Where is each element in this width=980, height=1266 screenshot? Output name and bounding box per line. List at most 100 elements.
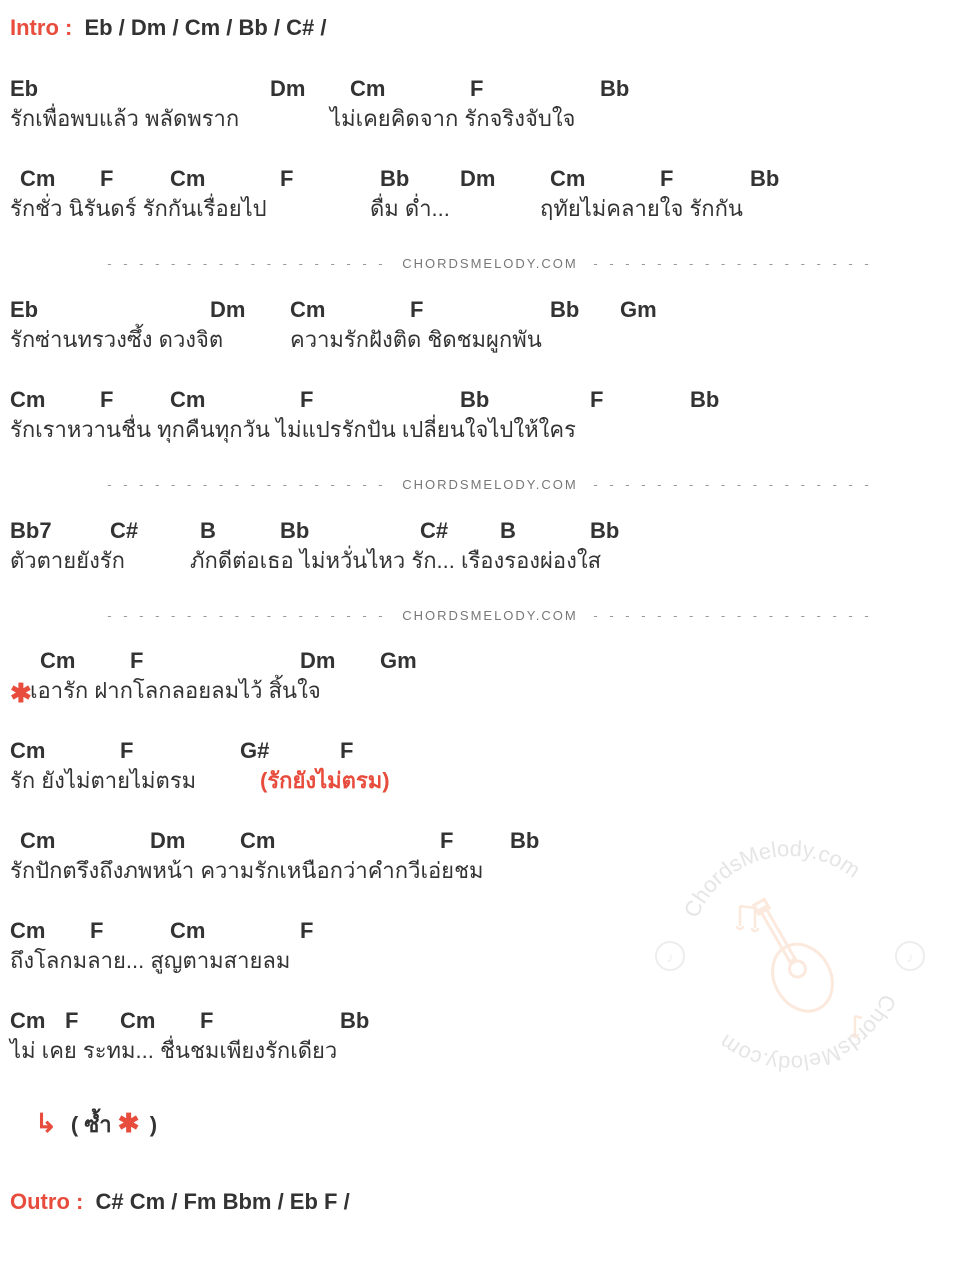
chord: Cm	[120, 1008, 155, 1034]
chord: Cm	[240, 828, 275, 854]
sep-dashes: - - - - - - - - - - - - - - - - - -	[593, 477, 872, 492]
chord: F	[200, 1008, 213, 1034]
chord: Cm	[20, 828, 55, 854]
chord: Bb	[600, 76, 629, 102]
chord-row: Cm F Cm F Bb	[10, 1008, 970, 1038]
chord: F	[280, 166, 293, 192]
chord-row: Cm F Cm F Bb F Bb	[10, 387, 970, 417]
chord: F	[300, 918, 313, 944]
verse-block: Cm F Dm Gm ✱ เอารัก ฝากโลกลอยลมไว้ สิ้นใ…	[10, 648, 970, 708]
sep-dashes: - - - - - - - - - - - - - - - - - -	[593, 608, 872, 623]
repeat-arrow-icon: ↳	[35, 1108, 57, 1138]
lyric: รักเราหวานชื่น ทุกคืนทุกวัน ไม่แปรรักปัน…	[10, 417, 576, 443]
chord: Bb	[340, 1008, 369, 1034]
outro-label: Outro :	[10, 1189, 83, 1214]
chord: Dm	[210, 297, 245, 323]
chord: Bb	[690, 387, 719, 413]
lyric: รัก ยังไม่ตายไม่ตรม	[10, 768, 196, 794]
sep-label: CHORDSMELODY.COM	[402, 477, 578, 492]
chord: Cm	[350, 76, 385, 102]
sep-dashes: - - - - - - - - - - - - - - - - - -	[107, 477, 386, 492]
lyric-row: รักซ่านทรวงซึ้ง ดวงจิต ความรักฝังติด ชิด…	[10, 327, 970, 357]
verse-block: Eb Dm Cm F Bb Gm รักซ่านทรวงซึ้ง ดวงจิต …	[10, 297, 970, 357]
lyric: เอารัก ฝากโลกลอยลมไว้ สิ้นใจ	[30, 678, 321, 704]
chord: Cm	[170, 166, 205, 192]
chord: Bb	[280, 518, 309, 544]
chord: F	[590, 387, 603, 413]
intro-label: Intro :	[10, 15, 72, 40]
intro-line: Intro : Eb / Dm / Cm / Bb / C# /	[10, 15, 970, 41]
lyric: ตัวตายยังรัก	[10, 548, 125, 574]
chord-row: Cm F Dm Gm	[10, 648, 970, 678]
repeat-close: )	[150, 1112, 157, 1137]
star-icon: ✱	[118, 1108, 140, 1138]
lyric-row: ✱ เอารัก ฝากโลกลอยลมไว้ สิ้นใจ	[10, 678, 970, 708]
chord: Cm	[170, 918, 205, 944]
chord-row: Cm F G# F	[10, 738, 970, 768]
chord: C#	[110, 518, 138, 544]
chord: F	[100, 387, 113, 413]
chord: Eb	[10, 297, 38, 323]
verse-block: Cm Dm Cm F Bb รักปักตรึงถึงภพหน้า ความรั…	[10, 828, 970, 888]
lyric-diff: (รักยังไม่ตรม)	[260, 768, 390, 794]
verse-block: Eb Dm Cm F Bb รักเพื่อพบแล้ว พลัดพราก ไม…	[10, 76, 970, 136]
chord: Bb	[550, 297, 579, 323]
chord: Bb	[590, 518, 619, 544]
lyric: รักชั่ว นิรันดร์ รักกันเรื่อยไป	[10, 196, 267, 222]
chord: Dm	[150, 828, 185, 854]
verse-block: Bb7 C# B Bb C# B Bb ตัวตายยังรัก ภักดีต่…	[10, 518, 970, 578]
chord-row: Bb7 C# B Bb C# B Bb	[10, 518, 970, 548]
lyric: ดื่ม ด่ำ...	[370, 196, 450, 222]
outro-chords: C# Cm / Fm Bbm / Eb F /	[95, 1189, 349, 1214]
sep-label: CHORDSMELODY.COM	[402, 256, 578, 271]
chord: F	[120, 738, 133, 764]
verse-block: Cm F Cm F ถึงโลกมลาย... สูญตามสายลม	[10, 918, 970, 978]
chord-row: Eb Dm Cm F Bb	[10, 76, 970, 106]
chord: F	[65, 1008, 78, 1034]
lyric: ไม่เคยคิดจาก รักจริงจับใจ	[330, 106, 575, 132]
chord: F	[100, 166, 113, 192]
chord: Bb7	[10, 518, 52, 544]
lyric-row: รักเพื่อพบแล้ว พลัดพราก ไม่เคยคิดจาก รัก…	[10, 106, 970, 136]
chord: Bb	[750, 166, 779, 192]
lyric: ภักดีต่อเธอ ไม่หวั่นไหว รัก... เรืองรองผ…	[190, 548, 601, 574]
lyric-row: รักชั่ว นิรันดร์ รักกันเรื่อยไป ดื่ม ด่ำ…	[10, 196, 970, 226]
lyric-row: รัก ยังไม่ตายไม่ตรม (รักยังไม่ตรม)	[10, 768, 970, 798]
verse-block: Cm F Cm F Bb Dm Cm F Bb รักชั่ว นิรันดร์…	[10, 166, 970, 226]
chord: Bb	[380, 166, 409, 192]
separator: - - - - - - - - - - - - - - - - - - CHOR…	[10, 256, 970, 272]
chord: F	[90, 918, 103, 944]
chord: Gm	[620, 297, 657, 323]
chord: Cm	[290, 297, 325, 323]
separator: - - - - - - - - - - - - - - - - - - CHOR…	[10, 477, 970, 493]
chord: F	[300, 387, 313, 413]
chord: B	[500, 518, 516, 544]
lyric-row: ตัวตายยังรัก ภักดีต่อเธอ ไม่หวั่นไหว รัก…	[10, 548, 970, 578]
separator: - - - - - - - - - - - - - - - - - - CHOR…	[10, 608, 970, 624]
star-icon: ✱	[10, 678, 32, 709]
chord: Cm	[10, 738, 45, 764]
chord: Cm	[170, 387, 205, 413]
chord: F	[130, 648, 143, 674]
chord: F	[340, 738, 353, 764]
chord-row: Eb Dm Cm F Bb Gm	[10, 297, 970, 327]
chord: F	[470, 76, 483, 102]
chord-row: Cm F Cm F	[10, 918, 970, 948]
lyric: ฤทัยไม่คลายใจ รักกัน	[540, 196, 743, 222]
chord: F	[410, 297, 423, 323]
sep-label: CHORDSMELODY.COM	[402, 608, 578, 623]
sep-dashes: - - - - - - - - - - - - - - - - - -	[107, 256, 386, 271]
chord: Bb	[510, 828, 539, 854]
chord: Gm	[380, 648, 417, 674]
lyric-row: รักเราหวานชื่น ทุกคืนทุกวัน ไม่แปรรักปัน…	[10, 417, 970, 447]
verse-block: Cm F Cm F Bb F Bb รักเราหวานชื่น ทุกคืนท…	[10, 387, 970, 447]
chord: F	[440, 828, 453, 854]
lyric-row: ถึงโลกมลาย... สูญตามสายลม	[10, 948, 970, 978]
chord: Dm	[300, 648, 335, 674]
sep-dashes: - - - - - - - - - - - - - - - - - -	[107, 608, 386, 623]
lyric: ความรักฝังติด ชิดชมผูกพัน	[290, 327, 542, 353]
verse-block: Cm F Cm F Bb ไม่ เคย ระทม... ชื่นชมเพียง…	[10, 1008, 970, 1068]
chord-row: Cm Dm Cm F Bb	[10, 828, 970, 858]
lyric-row: ไม่ เคย ระทม... ชื่นชมเพียงรักเดียว	[10, 1038, 970, 1068]
lyric: รักปักตรึงถึงภพหน้า ความรักเหนือกว่าคำกว…	[10, 858, 484, 884]
